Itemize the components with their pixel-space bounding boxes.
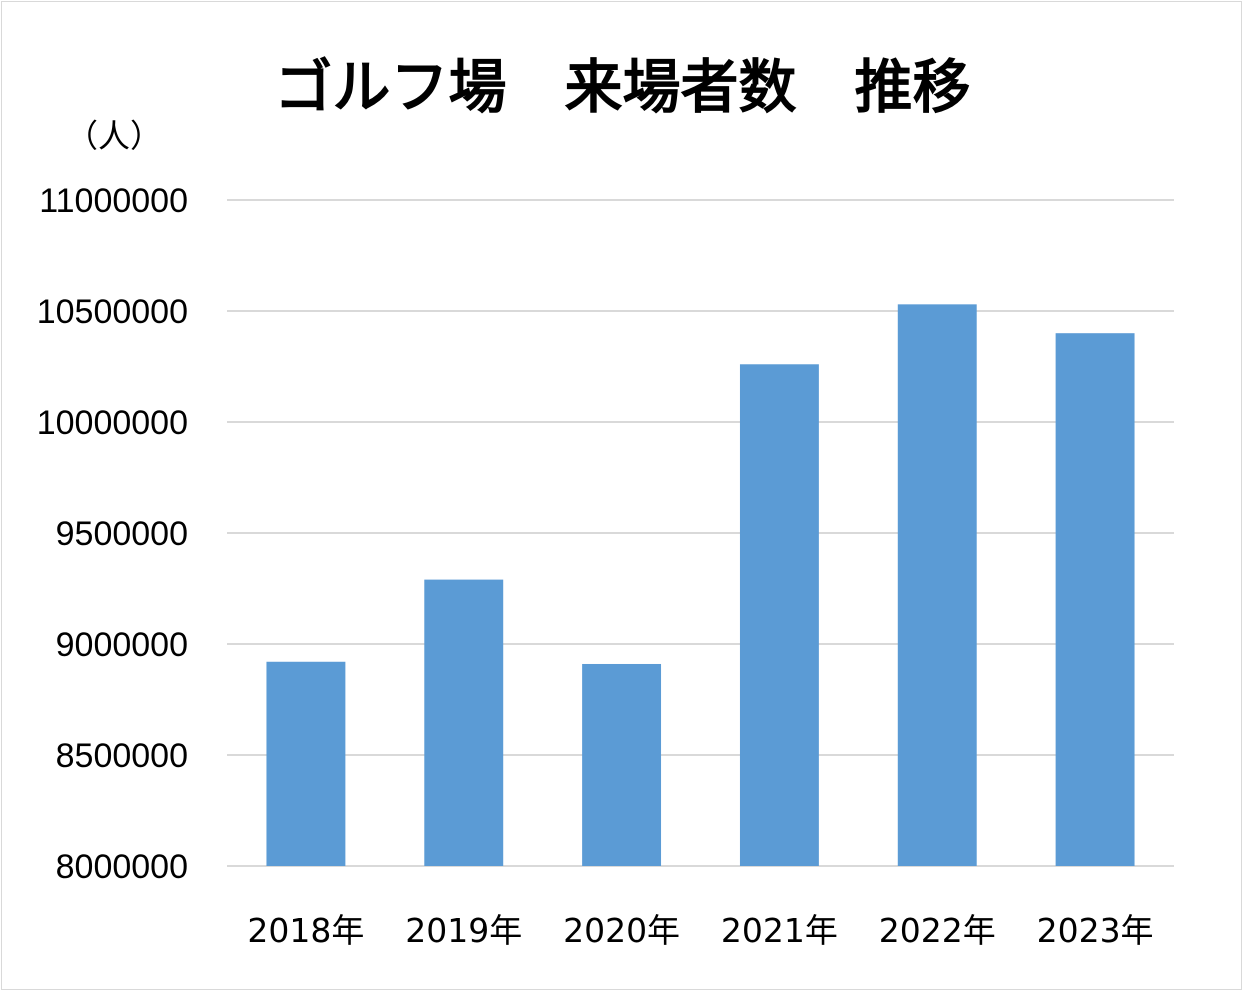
bar-5 [1055,333,1135,866]
x-category-label-5: 2023年 [1037,911,1154,950]
y-tick-label-6: 11000000 [39,182,188,220]
bar-0 [266,661,346,866]
x-category-label-2: 2020年 [563,911,680,950]
bars [266,304,1135,867]
chart-title: ゴルフ場 来場者数 推移 [274,53,971,121]
x-category-label-1: 2019年 [405,911,522,950]
gridlines [227,199,1174,867]
bar-2 [582,663,662,866]
x-axis-category-labels: 2018年 2019年 2020年 2021年 2022年 2023年 [247,911,1153,950]
y-tick-label-0: 8000000 [56,848,188,886]
y-tick-label-5: 10500000 [37,293,188,331]
y-tick-label-4: 10000000 [37,404,188,442]
y-axis-tick-labels: 8000000 8500000 9000000 9500000 10000000 1050… [37,182,188,886]
y-tick-label-2: 9000000 [56,626,188,664]
y-tick-label-1: 8500000 [56,737,188,775]
y-axis-unit-label: （人） [66,117,163,155]
bar-1 [424,579,504,866]
y-tick-label-3: 9500000 [56,515,188,553]
bar-3 [739,364,819,866]
bar-4 [897,304,977,867]
x-category-label-3: 2021年 [721,911,838,950]
x-category-label-4: 2022年 [879,911,996,950]
x-category-label-0: 2018年 [247,911,364,950]
